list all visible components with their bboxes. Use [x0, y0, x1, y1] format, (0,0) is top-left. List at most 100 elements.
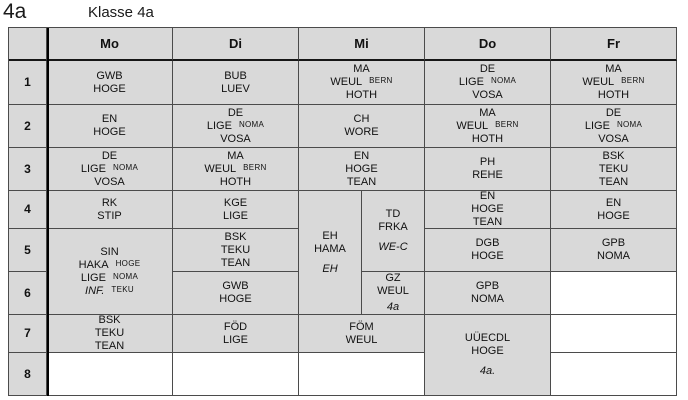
lesson-teacher: LUEV	[221, 82, 250, 95]
lesson-teacher: VOSA	[94, 175, 125, 188]
lesson-subject: DE	[479, 63, 496, 75]
lesson-group-label: 4a	[386, 301, 400, 313]
lesson-cell-do-2: MA WEUL BERN HOTH	[425, 105, 551, 148]
lesson-teacher: STIP	[97, 209, 122, 222]
lesson-line: LIGE NOMA	[207, 120, 264, 133]
lesson-subject: MA	[605, 63, 622, 75]
lesson-teacher: LIGE	[222, 333, 249, 346]
lesson-teacher: HOGE	[219, 293, 252, 305]
lesson-subject: KGE	[223, 196, 248, 209]
lesson-teacher: TEAN	[94, 340, 125, 352]
period-number-5: 5	[9, 229, 47, 272]
lesson-teacher: NOMA	[597, 250, 630, 262]
lesson-teacher: TEAN	[220, 256, 251, 269]
lesson-annotation: NOMA	[112, 162, 139, 172]
lesson-line: WEUL BERN	[582, 76, 644, 89]
header-day-mi: Mi	[299, 28, 425, 61]
lesson-subject: GZ	[385, 272, 401, 284]
lesson-line: LIGE NOMA	[81, 163, 138, 176]
lesson-subject: EN	[605, 196, 622, 209]
lesson-teacher: REHE	[472, 169, 503, 181]
lesson-teacher: LIGE	[458, 76, 484, 88]
lesson-subject: GPB	[601, 237, 626, 249]
lesson-line: HAKA HOGE	[79, 259, 141, 272]
period-number-2: 2	[9, 105, 47, 148]
empty-cell-fr-8	[551, 353, 677, 396]
lesson-annotation: HOGE	[115, 258, 141, 268]
period-number-4: 4	[9, 191, 47, 229]
lesson-annotation: BERN	[621, 76, 645, 85]
lesson-teacher: HOGE	[597, 209, 630, 222]
lesson-teacher: VOSA	[472, 89, 503, 101]
lesson-cell-do-7-8: UÜECDL HOGE 4a.	[425, 315, 551, 396]
lesson-cell-mi-7: FÖM WEUL	[299, 315, 425, 353]
lesson-teacher: FRKA	[378, 221, 408, 233]
lesson-annotation: NOMA	[238, 119, 265, 129]
timetable-grid: Mo Di Mi Do Fr 1 2 3 4 5 6 7 8 GWB HOGE …	[8, 27, 677, 396]
lesson-cell-do-5: DGB HOGE	[425, 229, 551, 272]
lesson-subject: PH	[479, 156, 496, 168]
lesson-cell-di-1: BUB LUEV	[173, 61, 299, 105]
lesson-subject: UÜECDL	[464, 332, 511, 344]
lesson-subject: FÖD	[223, 320, 248, 333]
period-number-7: 7	[9, 315, 47, 353]
lesson-annotation: NOMA	[490, 76, 517, 85]
lesson-annotation: NOMA	[112, 271, 139, 281]
lesson-group-label: WE-C	[378, 241, 408, 253]
lesson-cell-mi-right-4-5: TD FRKA WE-C	[362, 191, 425, 272]
lesson-teacher: LIGE	[206, 119, 232, 132]
lesson-cell-fr-2: DE LIGE NOMA VOSA	[551, 105, 677, 148]
lesson-cell-do-6: GPB NOMA	[425, 272, 551, 315]
lesson-subject: RK	[101, 196, 118, 209]
lesson-subject: EN	[353, 149, 370, 162]
lesson-subject: DE	[101, 149, 118, 162]
period-column-divider	[47, 28, 49, 396]
lesson-line: WEUL BERN	[456, 120, 518, 133]
lesson-cell-do-3: PH REHE	[425, 148, 551, 191]
lesson-subject: BUB	[224, 69, 247, 82]
lesson-group-label: EH	[322, 262, 338, 275]
lesson-subject: GPB	[475, 280, 500, 292]
lesson-teacher: HOTH	[345, 89, 378, 101]
lesson-teacher: WEUL	[377, 285, 409, 297]
lesson-cell-di-2: DE LIGE NOMA VOSA	[173, 105, 299, 148]
lesson-subject: GWB	[222, 280, 249, 292]
lesson-teacher: VOSA	[220, 132, 251, 145]
lesson-cell-mi-left-4-6: EH HAMA EH	[299, 191, 362, 315]
lesson-subject: CH	[353, 113, 370, 125]
lesson-teacher: LIGE	[584, 119, 610, 132]
lesson-subject: DGB	[475, 237, 500, 249]
lesson-cell-di-5: BSK TEKU TEAN	[173, 229, 299, 272]
lesson-subject: DE	[227, 106, 244, 119]
lesson-cell-mi-3: EN HOGE TEAN	[299, 148, 425, 191]
lesson-line: LIGE NOMA	[585, 120, 642, 133]
lesson-subject: TD	[385, 208, 401, 220]
lesson-cell-di-6: GWB HOGE	[173, 272, 299, 315]
lesson-teacher: LIGE	[80, 271, 106, 284]
lesson-subject: BSK	[98, 315, 121, 326]
lesson-teacher: TEAN	[472, 216, 503, 228]
lesson-subject: MA	[227, 149, 244, 162]
header-day-fr: Fr	[551, 28, 677, 61]
lesson-subject: MA	[353, 63, 370, 75]
lesson-cell-di-4: KGE LIGE	[173, 191, 299, 229]
lesson-cell-fr-3: BSK TEKU TEAN	[551, 148, 677, 191]
lesson-teacher: WEUL	[582, 76, 615, 88]
lesson-line: WEUL BERN	[204, 163, 266, 176]
period-number-8: 8	[9, 353, 47, 396]
lesson-line: INF. TEKU	[85, 285, 134, 298]
lesson-teacher: HOGE	[471, 345, 504, 357]
lesson-teacher: HAKA	[78, 258, 109, 271]
header-day-di: Di	[173, 28, 299, 61]
lesson-teacher: NOMA	[471, 293, 504, 305]
lesson-teacher: HOTH	[597, 89, 630, 101]
lesson-line: LIGE NOMA	[459, 76, 516, 89]
header-corner-cell	[9, 28, 47, 61]
lesson-cell-di-7: FÖD LIGE	[173, 315, 299, 353]
lesson-subject: FÖM	[349, 320, 374, 333]
lesson-teacher: HOTH	[219, 175, 252, 188]
lesson-cell-do-4: EN HOGE TEAN	[425, 191, 551, 229]
empty-cell-di-8	[173, 353, 299, 396]
lesson-subject: BSK	[602, 149, 625, 162]
lesson-teacher: WEUL	[456, 119, 489, 132]
